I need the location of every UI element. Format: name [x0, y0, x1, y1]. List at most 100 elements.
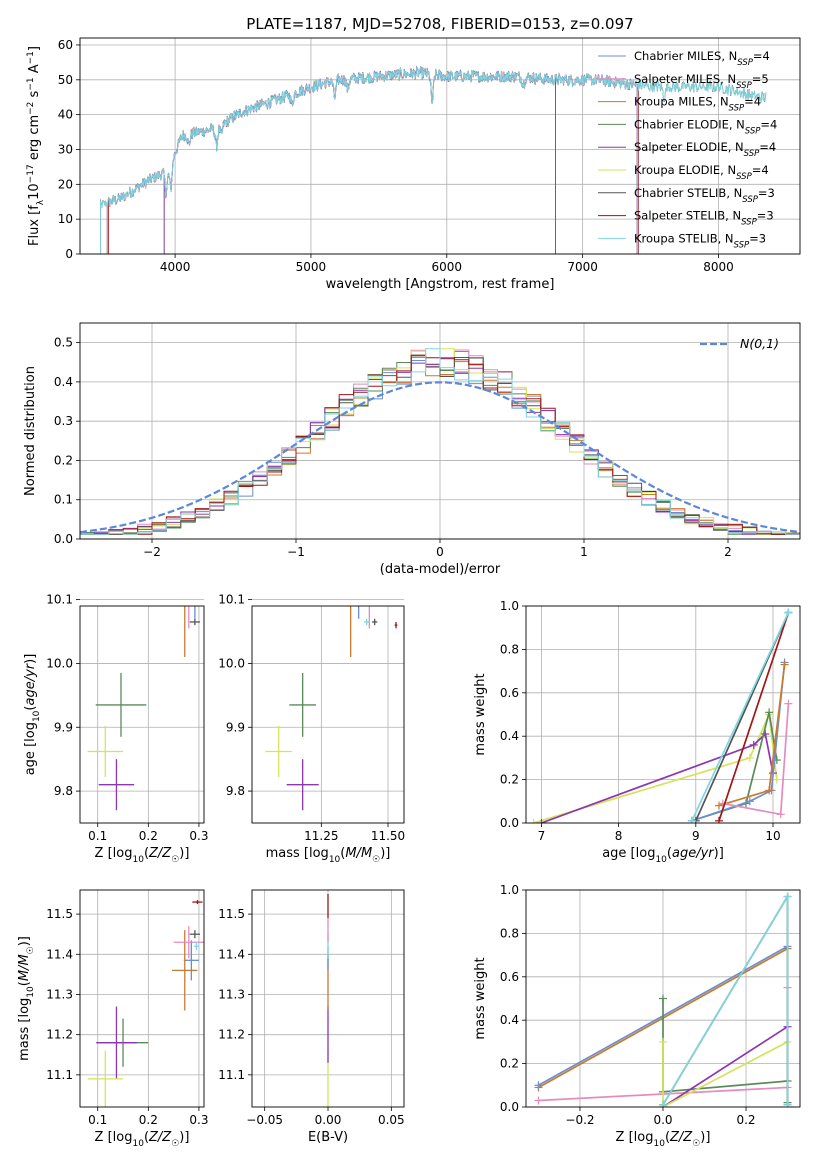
- weight-marker-kroupa-miles: [714, 801, 723, 810]
- x-tick-label: 4000: [160, 260, 191, 274]
- weight-marker-chabrier-elodie: [659, 994, 667, 1003]
- y-tick-label: 10.1: [46, 593, 73, 607]
- plot-area: [529, 608, 793, 823]
- legend-label-salpeter-stelib: Salpeter STELIB, NSSP=3: [634, 209, 774, 228]
- weight-marker-chabrier-elodie: [765, 708, 774, 717]
- x-axis-label: (data-model)/error: [380, 562, 501, 577]
- y-tick-label: 11.2: [218, 1028, 245, 1042]
- y-tick-label: 30: [58, 142, 73, 156]
- x-tick-label: 8000: [703, 260, 734, 274]
- y-axis-label: mass weight: [473, 673, 488, 755]
- weight-line-kroupa-elodie: [662, 1041, 788, 1107]
- weight-marker-chabrier-miles: [534, 1081, 543, 1090]
- axes-frame: [525, 605, 801, 824]
- weight-line-salpeter-stelib: [718, 612, 790, 822]
- y-tick-label: 50: [58, 73, 73, 87]
- errorbar-kroupa-elodie: [265, 725, 292, 778]
- plot-area: [87, 584, 201, 811]
- errorbar-chabrier-stelib: [372, 618, 378, 626]
- axes-frame: [79, 322, 801, 540]
- x-tick-label: 0.0: [653, 1113, 672, 1127]
- y-tick-label: 0.2: [500, 773, 519, 787]
- legend-label-kroupa-stelib: Kroupa STELIB, NSSP=3: [634, 231, 766, 250]
- y-axis-label: mass weight: [473, 957, 488, 1039]
- y-tick-label: 11.2: [46, 1028, 73, 1042]
- y-tick-label: 11.5: [46, 907, 73, 921]
- panel-weight-vs-age: 7 8 9 10 0.0 0.2 0.4 0.6 0.8 1.0 age [log10(age/yr…: [473, 599, 801, 865]
- grid: [252, 599, 404, 823]
- errorbar-chabrier-elodie: [289, 673, 316, 737]
- spectrum-line-kroupa-miles: [106, 65, 638, 254]
- weight-line-kroupa-elodie: [533, 711, 778, 823]
- normal-reference-curve: [80, 381, 800, 534]
- spectrum-line-kroupa-elodie: [163, 66, 556, 254]
- x-axis-label: mass [log10(M/M☉)]: [266, 846, 391, 865]
- grid: [526, 605, 800, 824]
- x-tick-label: 2: [724, 545, 732, 559]
- legend: Chabrier MILES, NSSP=4 Salpeter MILES, NS…: [598, 49, 777, 250]
- weight-line-kroupa-miles: [718, 664, 786, 807]
- x-tick-label: 0.05: [378, 1113, 405, 1127]
- errorbar-salpeter-elodie: [286, 759, 319, 811]
- y-tick-label: 10.0: [218, 656, 245, 670]
- x-tick-label: 10: [765, 829, 780, 843]
- y-tick-label: 11.5: [218, 907, 245, 921]
- weight-marker-kroupa-elodie: [772, 775, 781, 784]
- panel-weight-vs-z: −0.2 0.0 0.2 0.0 0.2 0.4 0.6 0.8 1.0 Z [log10(Z/Z…: [473, 883, 801, 1149]
- y-tick-label: 9.9: [226, 720, 245, 734]
- y-tick-label: 0.4: [54, 375, 73, 389]
- y-tick-label: 0.0: [500, 816, 519, 830]
- y-tick-label: 0.2: [500, 1057, 519, 1071]
- weight-line-chabrier-miles: [691, 662, 786, 822]
- spectrum-line-chabrier-elodie: [163, 66, 556, 254]
- x-tick-label: 7000: [567, 260, 598, 274]
- x-tick-label: 0.1: [88, 829, 107, 843]
- weight-marker-salpeter-elodie: [761, 730, 770, 739]
- weight-marker-kroupa-elodie: [529, 819, 538, 823]
- errorbar-salpeter-stelib: [196, 584, 201, 590]
- panel-mass-vs-ebv: −0.05 0.00 0.05 11.1 11.2 11.3 11.4 11.5 E(B-V): [218, 889, 405, 1145]
- y-tick-label: 0.3: [54, 414, 73, 428]
- y-tick-label: 11.1: [218, 1068, 245, 1082]
- y-tick-label: 0.6: [500, 970, 519, 984]
- y-tick-label: 0.0: [500, 1100, 519, 1114]
- axes-frame: [251, 605, 405, 824]
- y-tick-label: 0.2: [54, 453, 73, 467]
- errorbar-kroupa-stelib: [364, 618, 370, 626]
- y-tick-label: 0: [65, 247, 73, 261]
- errorbar-kroupa-stelib: [193, 942, 199, 951]
- x-tick-label: 11.25: [304, 829, 338, 843]
- legend-label-kroupa-miles: Kroupa MILES, NSSP=4: [634, 95, 761, 114]
- y-tick-label: 0.8: [500, 926, 519, 940]
- errorbar-kroupa-miles: [350, 606, 352, 658]
- y-tick-label: 11.4: [218, 947, 245, 961]
- plot-area: [87, 900, 204, 1107]
- x-tick-label: 0.3: [189, 1113, 208, 1127]
- errorbar-kroupa-elodie: [87, 1050, 124, 1107]
- weight-marker-kroupa-stelib: [783, 1100, 792, 1107]
- weight-marker-kroupa-stelib: [659, 1100, 667, 1107]
- errorbar-salpeter-miles: [368, 606, 370, 629]
- errorbar-chabrier-miles: [183, 940, 199, 981]
- x-tick-label: 1: [580, 545, 588, 559]
- errorbar-salpeter-miles: [188, 606, 190, 629]
- y-tick-label: 0.5: [54, 336, 73, 350]
- errorbar-chabrier-elodie: [95, 673, 147, 737]
- y-axis-label: mass [log10(M/M☉)]: [17, 936, 36, 1061]
- y-tick-label: 9.8: [54, 784, 73, 798]
- y-axis-label: Flux [fλ10−17 erg cm−2 s−1 A−1]: [26, 46, 46, 246]
- weight-marker-kroupa-elodie: [659, 1037, 667, 1046]
- y-tick-label: 9.8: [226, 784, 245, 798]
- plot-area: [534, 892, 792, 1107]
- histogram-kroupa-stelib: [80, 348, 800, 535]
- panel-mass-vs-z: 0.1 0.2 0.3 11.1 11.2 11.3 11.4 11.5 Z [log10(Z/…: [17, 889, 208, 1149]
- weight-marker-kroupa-stelib: [783, 892, 792, 901]
- panel-spectrum: 4000 5000 6000 7000 8000 0 10 20 30 40 50 60 wavelen…: [26, 37, 801, 292]
- errorbar-chabrier-miles: [358, 606, 360, 619]
- weight-line-salpeter-elodie: [662, 1025, 788, 1107]
- y-tick-label: 0.4: [500, 729, 519, 743]
- spectrum-line-chabrier-miles: [106, 66, 638, 254]
- x-tick-label: 6000: [432, 260, 463, 274]
- grid: [80, 599, 204, 823]
